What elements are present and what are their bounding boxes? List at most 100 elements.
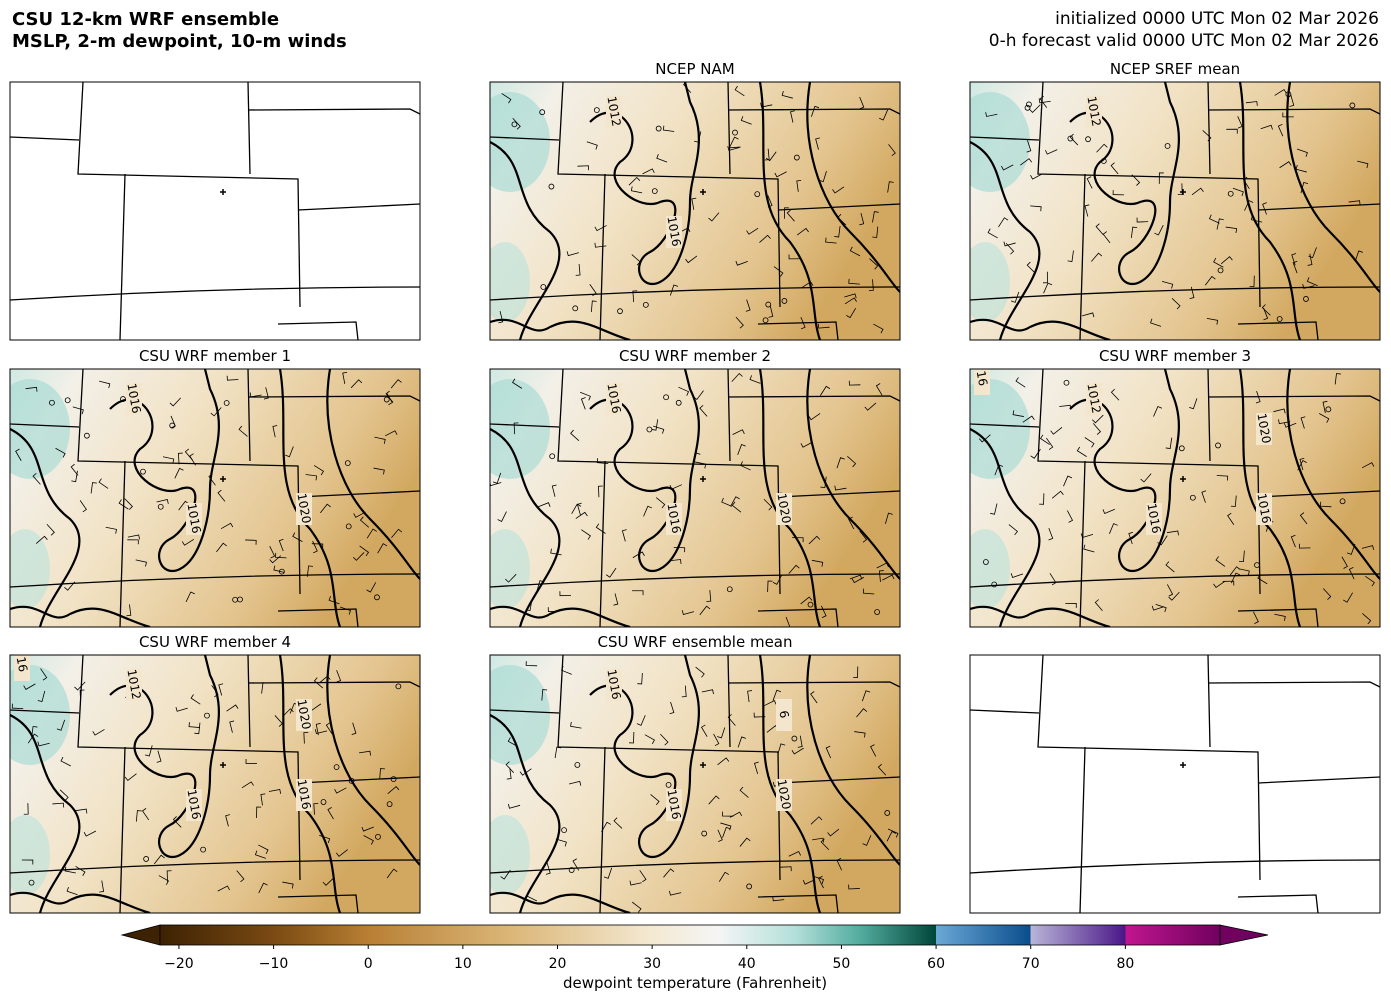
contour-label: 1016 xyxy=(604,668,623,701)
contour-label: 1020 xyxy=(774,492,793,525)
calm-wind xyxy=(383,396,390,403)
state-border xyxy=(727,82,731,175)
wind-barb xyxy=(1357,160,1369,169)
state-border xyxy=(119,460,126,627)
wind-barb xyxy=(55,447,66,458)
wind-barb xyxy=(791,747,804,755)
calm-wind xyxy=(539,109,546,116)
wind-barb xyxy=(238,425,248,437)
title-line: MSLP, 2-m dewpoint, 10-m winds xyxy=(12,31,347,52)
wind-barb xyxy=(811,105,820,117)
wind-barb xyxy=(190,694,201,705)
wind-barb xyxy=(245,539,257,545)
wind-barb xyxy=(1038,98,1051,104)
map-body: 1016 1016 1020 xyxy=(490,369,900,627)
wind-barb xyxy=(490,481,502,487)
wind-barb xyxy=(11,703,24,710)
calm-wind xyxy=(793,154,800,161)
wind-barb xyxy=(644,734,655,745)
map-body: 1012 1016 xyxy=(490,82,900,340)
wind-barb xyxy=(735,316,744,329)
wind-barb xyxy=(1092,423,1102,435)
wind-barb xyxy=(59,789,69,801)
moist-area xyxy=(970,529,1010,609)
calm-wind xyxy=(143,856,150,862)
wind-barb xyxy=(812,837,825,843)
wind-barb xyxy=(1307,253,1313,266)
wind-barb xyxy=(1109,523,1118,534)
label-bg xyxy=(186,503,202,535)
contour-label: 1016 xyxy=(124,382,143,415)
calm-wind xyxy=(1067,135,1074,142)
wind-barb xyxy=(216,542,227,553)
wind-barb xyxy=(99,880,105,893)
wind-barb xyxy=(272,425,278,438)
state-border xyxy=(727,369,731,462)
isobar xyxy=(589,369,700,573)
wind-barb xyxy=(185,591,195,603)
panel-frame xyxy=(489,81,901,341)
wind-barb xyxy=(507,803,521,809)
wind-barb xyxy=(765,151,777,162)
wind-barb xyxy=(1171,298,1181,310)
wind-barb xyxy=(1048,527,1054,541)
wind-barb xyxy=(1230,495,1237,507)
wind-barb xyxy=(156,750,162,763)
wind-barb xyxy=(1130,226,1138,239)
colorbar-tick-label: 10 xyxy=(454,956,472,972)
wind-barb xyxy=(23,683,36,690)
wind-barb xyxy=(861,690,871,702)
wind-barb xyxy=(1216,218,1224,230)
wind-barb xyxy=(498,311,504,324)
wind-barb xyxy=(35,535,48,544)
wind-barb xyxy=(1020,158,1033,166)
moist-area xyxy=(10,529,50,609)
label-bg xyxy=(186,789,202,821)
wind-barb xyxy=(1308,247,1317,259)
wind-barb xyxy=(72,406,84,415)
wind-barb xyxy=(269,555,282,564)
colorbar-tick-label: 70 xyxy=(1022,956,1040,972)
map-panel: 1016 1016 1020 CSU WRF member 1 xyxy=(9,347,421,628)
wind-barb xyxy=(632,901,642,913)
map-panel xyxy=(969,654,1381,914)
wind-barb xyxy=(885,512,893,524)
wind-barb xyxy=(731,372,743,382)
wind-barb xyxy=(1045,149,1058,155)
state-border xyxy=(557,369,781,595)
calm-wind xyxy=(617,308,623,315)
wind-barb xyxy=(872,211,879,223)
map-panel: 1016 1016 1020 6 CSU WRF ensemble mean xyxy=(489,633,901,914)
wind-barb xyxy=(849,246,861,257)
wind-barb xyxy=(717,757,730,766)
wind-barb xyxy=(1302,284,1315,289)
wind-barb xyxy=(586,141,598,150)
calm-wind xyxy=(991,581,998,588)
label-bg xyxy=(606,383,622,415)
calm-wind xyxy=(157,503,164,510)
map-body: 1016 1016 1020 xyxy=(10,369,420,627)
wind-barb xyxy=(708,795,720,805)
label-bg xyxy=(1086,383,1102,415)
state-border xyxy=(1037,369,1261,595)
wind-barb xyxy=(1067,510,1074,523)
calm-wind xyxy=(642,301,649,308)
wind-barb xyxy=(505,761,514,773)
wind-barb xyxy=(1022,415,1035,423)
label-bg xyxy=(974,369,990,395)
wind-barb xyxy=(545,862,551,875)
wind-barb xyxy=(987,228,998,239)
wind-barb xyxy=(1216,475,1229,481)
wind-barb xyxy=(785,616,791,627)
wind-barb xyxy=(336,849,348,857)
wind-barb xyxy=(651,419,659,431)
wind-barb xyxy=(796,179,802,192)
wind-barb xyxy=(1348,200,1361,206)
wind-barb xyxy=(763,498,773,511)
wind-barb xyxy=(985,112,998,117)
wind-barb xyxy=(1274,89,1287,96)
wind-barb xyxy=(322,877,335,886)
state-border xyxy=(757,608,839,627)
wind-barb xyxy=(1165,437,1173,450)
wind-barb xyxy=(820,838,830,851)
